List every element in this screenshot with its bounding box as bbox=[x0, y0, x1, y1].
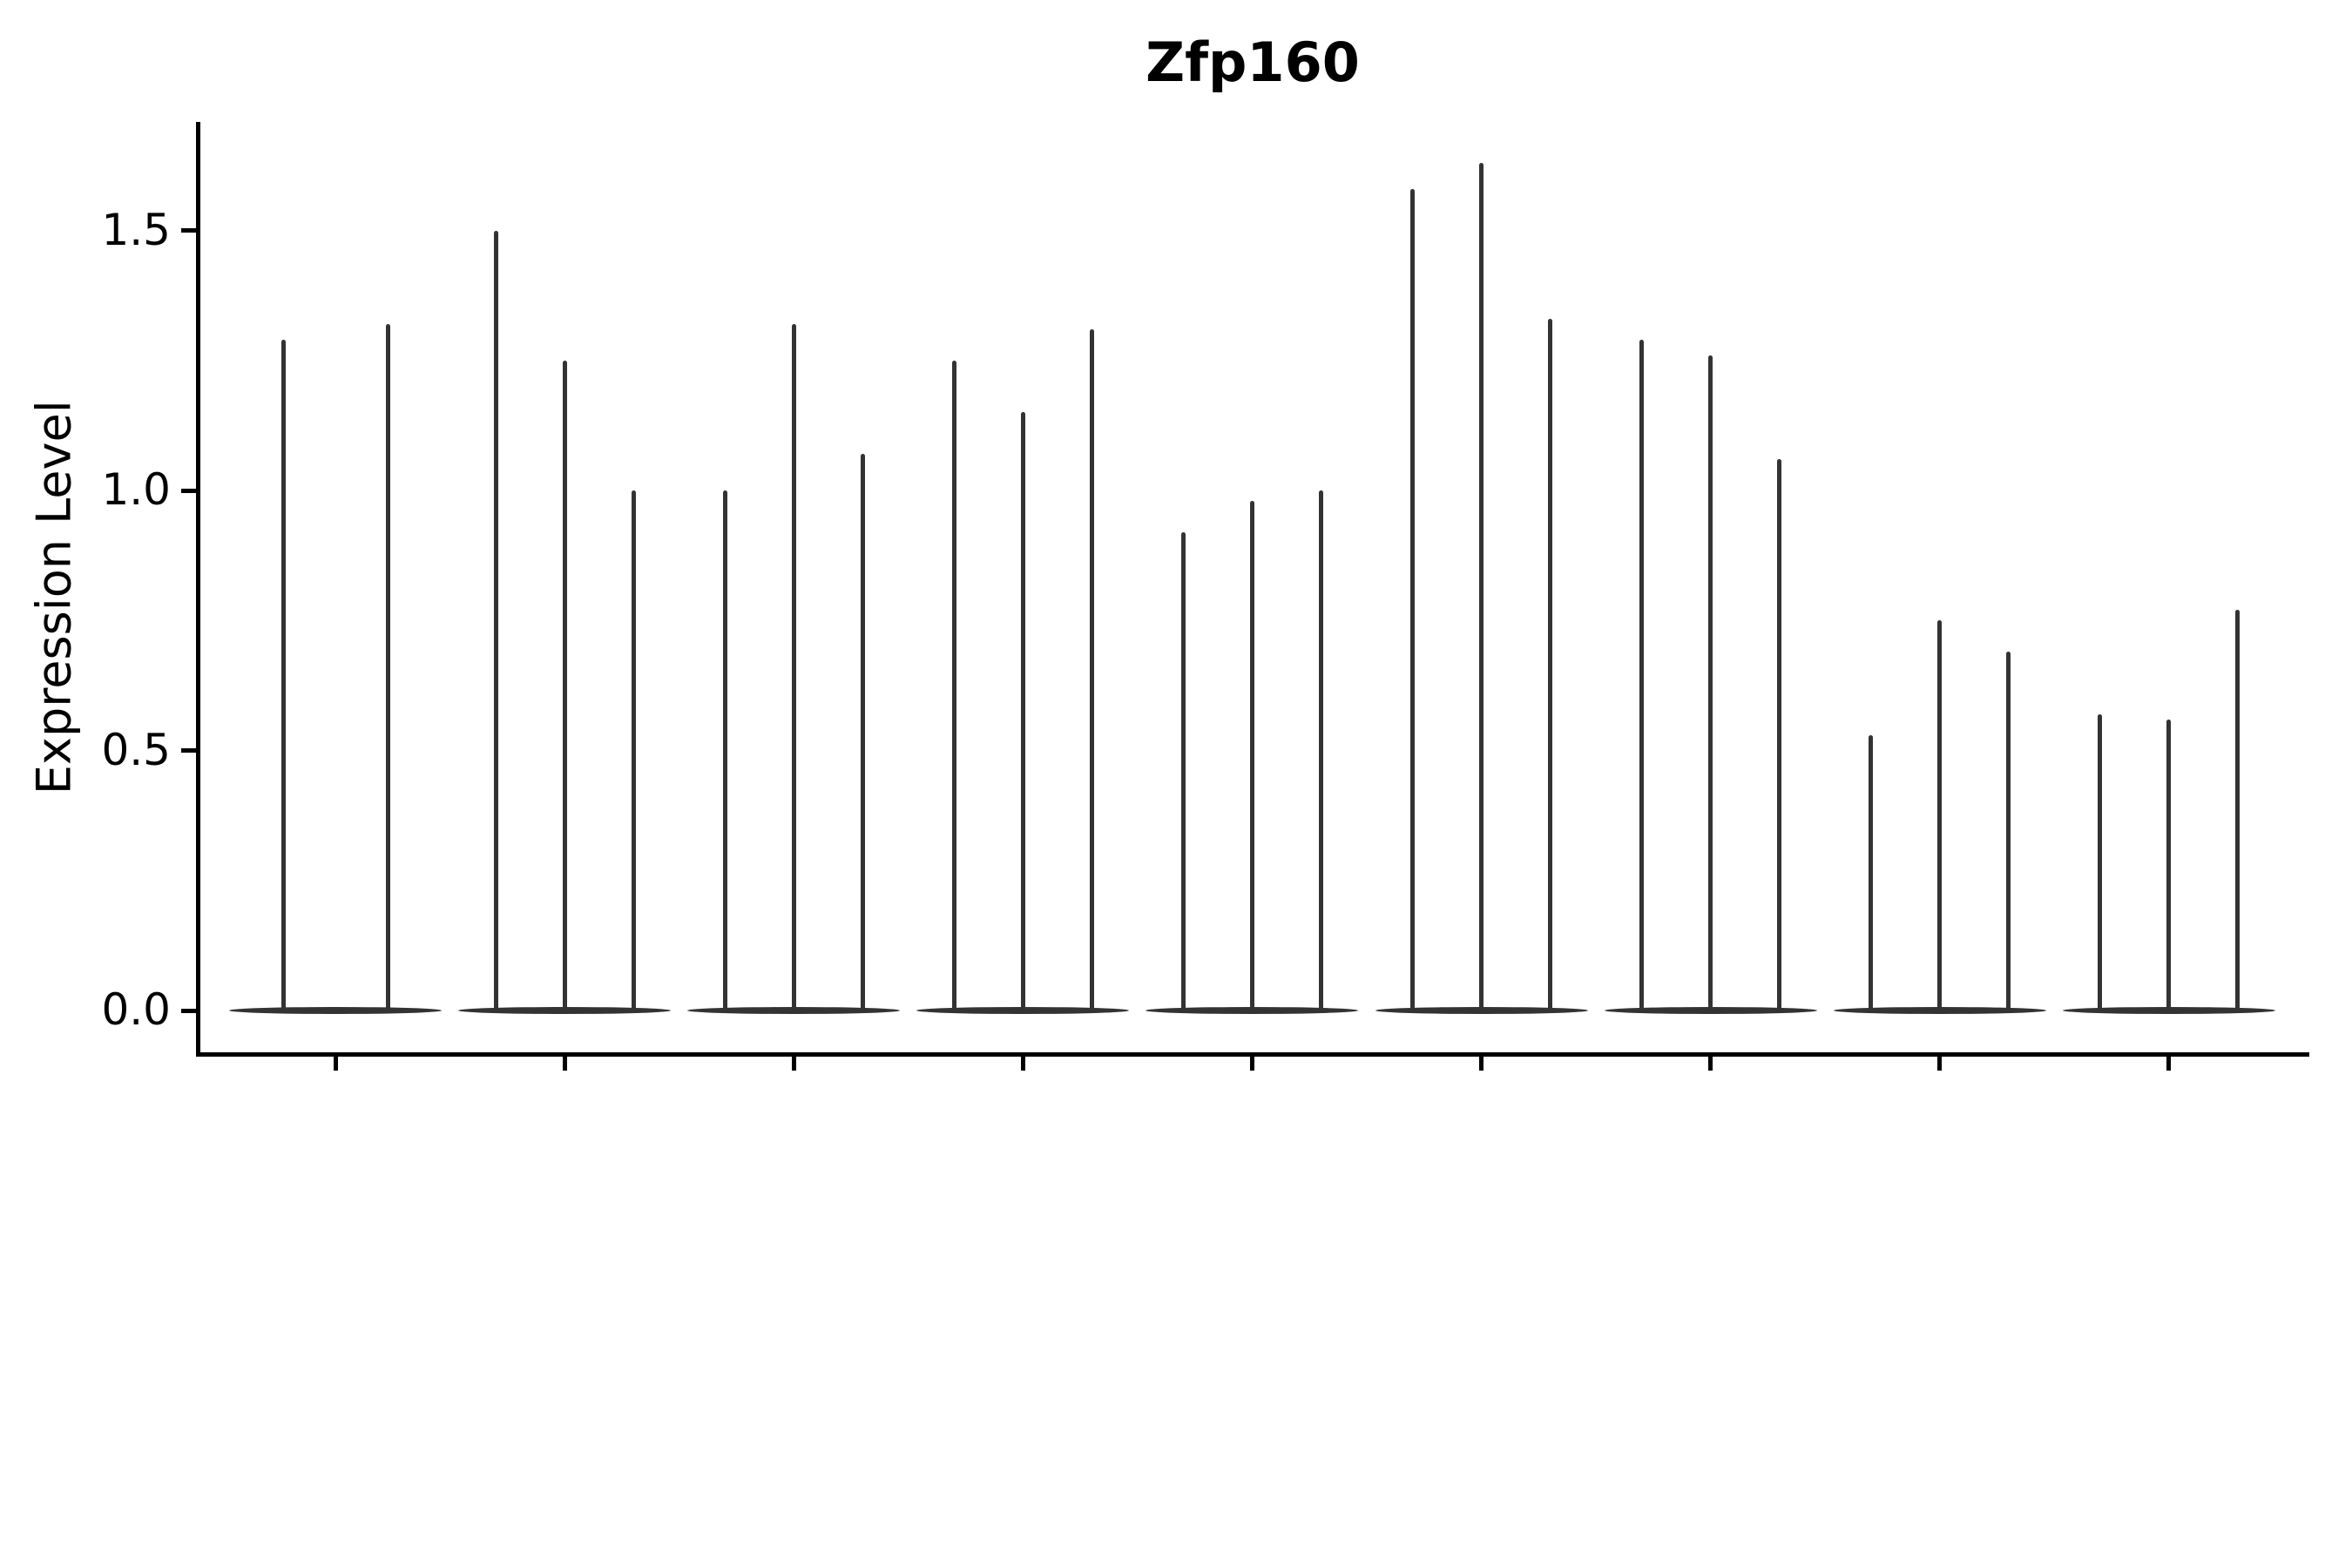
violin-spike bbox=[1639, 339, 1645, 1013]
y-tick bbox=[181, 1008, 196, 1013]
violin-spike bbox=[1708, 355, 1713, 1013]
violin-spike bbox=[1089, 328, 1094, 1013]
x-tick bbox=[333, 1057, 338, 1071]
y-tick bbox=[181, 748, 196, 753]
x-tick bbox=[1708, 1057, 1713, 1071]
violin-spike bbox=[562, 360, 567, 1013]
violin-spike bbox=[2166, 719, 2172, 1013]
violin-spike bbox=[280, 339, 286, 1013]
x-tick bbox=[791, 1057, 796, 1071]
violin-spike bbox=[2235, 610, 2240, 1013]
x-tick bbox=[1937, 1057, 1943, 1071]
violin-spike bbox=[1249, 500, 1254, 1013]
violin-spike bbox=[1548, 318, 1552, 1013]
violin-spike bbox=[2098, 713, 2103, 1013]
x-tick bbox=[562, 1057, 567, 1071]
violin-spike bbox=[860, 454, 865, 1013]
x-tick bbox=[1249, 1057, 1254, 1071]
violin-spike bbox=[1479, 162, 1484, 1013]
violin-spike bbox=[493, 230, 498, 1013]
violin-spike bbox=[791, 323, 796, 1013]
y-tick bbox=[181, 228, 196, 233]
y-tick-label: 1.5 bbox=[101, 204, 171, 255]
violin-spike bbox=[1020, 412, 1025, 1013]
x-tick bbox=[1020, 1057, 1025, 1071]
violin-spike bbox=[1318, 490, 1323, 1013]
violin-spike bbox=[1777, 459, 1782, 1013]
violin-spike bbox=[1410, 188, 1415, 1013]
violin-base bbox=[229, 1007, 442, 1014]
violin-spike bbox=[1937, 620, 1943, 1013]
x-tick bbox=[2166, 1057, 2172, 1071]
y-tick-label: 0.5 bbox=[101, 724, 171, 775]
violin-spike bbox=[385, 323, 390, 1013]
x-axis-spine bbox=[196, 1052, 2309, 1057]
y-axis-spine bbox=[196, 122, 200, 1057]
y-axis-label: Expression Level bbox=[26, 400, 82, 795]
violin-spike bbox=[1180, 531, 1186, 1013]
violin-spike bbox=[2006, 652, 2011, 1013]
violin-spike bbox=[951, 360, 956, 1013]
violin-spike bbox=[1869, 734, 1874, 1013]
violin-spike bbox=[631, 490, 636, 1013]
y-tick-label: 0.0 bbox=[101, 984, 171, 1035]
x-tick bbox=[1479, 1057, 1484, 1071]
y-tick bbox=[181, 488, 196, 493]
chart-title: Zfp160 bbox=[1146, 30, 1360, 94]
violin-spike bbox=[722, 490, 727, 1013]
y-tick-label: 1.0 bbox=[101, 464, 171, 515]
